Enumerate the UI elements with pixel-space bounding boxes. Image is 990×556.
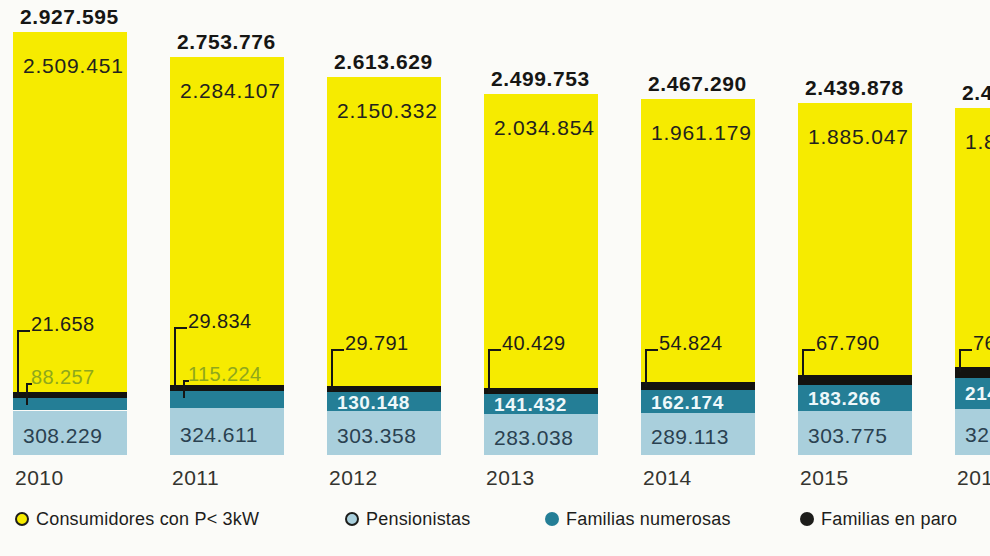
total-label-2011: 2.753.776: [177, 31, 276, 52]
paro-value-2012: 29.791: [345, 333, 409, 353]
consumidores-value-2011: 2.284.107: [180, 80, 281, 101]
numerosas-value-2014: 162.174: [651, 392, 724, 411]
paro-callout-v-2011: [174, 327, 176, 390]
year-label-2015: 2015: [800, 467, 849, 488]
pensionistas-value-2012: 303.358: [337, 425, 416, 446]
legend-swatch-numerosas-icon: [545, 512, 559, 526]
bono-social-stacked-bar-chart: 2.927.595 2.509.451 308.229 2010 21.658 88.25…: [0, 0, 990, 556]
paro-callout-v-2015: [802, 349, 804, 380]
paro-callout-v-2012: [331, 349, 333, 391]
legend-swatch-paro-icon: [800, 512, 814, 526]
legend-label-numerosas: Familias numerosas: [566, 509, 731, 530]
numerosas-callout-v-2010: [26, 383, 28, 405]
consumidores-value-2014: 1.961.179: [651, 121, 752, 142]
legend: Consumidores con P< 3kW Pensionistas Fam…: [0, 504, 990, 536]
total-label-2015: 2.439.878: [805, 76, 904, 97]
year-label-2011: 2011: [172, 467, 219, 488]
paro-callout-v-2010: [17, 330, 19, 397]
pensionistas-value-2015: 303.775: [808, 425, 887, 446]
pensionistas-value-2014: 289.113: [651, 426, 729, 447]
year-label-201: 201: [957, 467, 990, 488]
consumidores-value-2010: 2.509.451: [23, 55, 124, 76]
pensionistas-value-2010: 308.229: [23, 425, 102, 446]
numerosas-value-2015: 183.266: [808, 388, 881, 407]
legend-label-consumidores: Consumidores con P< 3kW: [36, 509, 259, 530]
pensionistas-value-2013: 283.038: [494, 426, 573, 447]
consumidores-value-2012: 2.150.332: [337, 100, 438, 121]
numerosas-value-2013: 141.432: [494, 394, 567, 413]
consumidores-value-201: 1.8: [965, 131, 990, 152]
year-label-2010: 2010: [15, 467, 64, 488]
numerosas-callout-v-2011: [183, 380, 185, 398]
year-label-2012: 2012: [329, 467, 378, 488]
legend-label-pensionistas: Pensionistas: [366, 509, 470, 530]
segment-paro-2015: [798, 375, 912, 385]
paro-callout-v-2013: [488, 349, 490, 393]
total-label-2012: 2.613.629: [334, 51, 433, 72]
legend-item-paro: Familias en paro: [800, 504, 957, 534]
legend-item-consumidores: Consumidores con P< 3kW: [15, 504, 259, 534]
total-label-2014: 2.467.290: [648, 72, 747, 93]
total-label-2013: 2.499.753: [491, 67, 590, 88]
paro-value-2010: 21.658: [31, 314, 95, 334]
paro-callout-v-201: [959, 349, 961, 372]
year-label-2014: 2014: [643, 467, 692, 488]
pensionistas-value-2011: 324.611: [180, 423, 258, 444]
consumidores-value-2015: 1.885.047: [808, 125, 909, 146]
consumidores-value-2013: 2.034.854: [494, 116, 595, 137]
total-label-2010: 2.927.595: [20, 6, 119, 27]
numerosas-value-201: 214: [965, 384, 990, 403]
legend-item-numerosas: Familias numerosas: [545, 504, 731, 534]
segment-consumidores-2011: [170, 57, 284, 385]
numerosas-value-2011: 115.224: [188, 364, 262, 384]
numerosas-value-2010: 88.257: [31, 367, 95, 387]
paro-value-201: 76: [973, 333, 990, 353]
legend-item-pensionistas: Pensionistas: [345, 504, 470, 534]
segment-numerosas-2010: [13, 398, 127, 411]
legend-swatch-pensionistas-icon: [345, 512, 359, 526]
paro-value-2014: 54.824: [659, 333, 723, 353]
numerosas-value-2012: 130.148: [337, 392, 410, 411]
legend-swatch-consumidores-icon: [15, 512, 29, 526]
paro-value-2011: 29.834: [188, 311, 252, 331]
total-label-201: 2.4: [962, 82, 990, 103]
year-label-2013: 2013: [486, 467, 535, 488]
segment-numerosas-2011: [170, 391, 284, 408]
legend-label-paro: Familias en paro: [821, 509, 957, 530]
paro-callout-v-2014: [645, 349, 647, 387]
paro-value-2013: 40.429: [502, 333, 566, 353]
segment-consumidores-2010: [13, 32, 127, 392]
paro-value-2015: 67.790: [816, 333, 880, 353]
segment-paro-2014: [641, 382, 755, 390]
pensionistas-value-201: 32: [965, 424, 989, 445]
